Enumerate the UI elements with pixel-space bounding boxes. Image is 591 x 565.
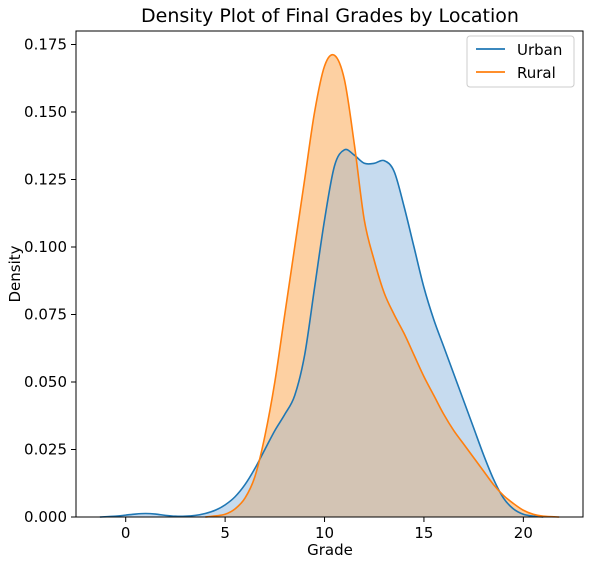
y-tick-label: 0.075 bbox=[24, 306, 67, 324]
legend-urban-label: Urban bbox=[517, 41, 562, 59]
x-tick-label: 5 bbox=[220, 524, 230, 542]
y-tick-label: 0.050 bbox=[24, 373, 67, 391]
y-tick-label: 0.150 bbox=[24, 103, 67, 121]
x-tick-label: 10 bbox=[315, 524, 334, 542]
series-overlap-fill bbox=[205, 149, 544, 517]
y-axis-ticks: 0.000 0.025 0.050 0.075 0.100 0.125 0.150 0.175 bbox=[24, 36, 76, 526]
y-tick-label: 0.100 bbox=[24, 238, 67, 256]
x-axis-ticks: 0 5 10 15 20 bbox=[121, 517, 533, 542]
x-tick-label: 0 bbox=[121, 524, 131, 542]
legend-rural-label: Rural bbox=[517, 64, 556, 82]
y-axis-label: Density bbox=[6, 245, 24, 302]
plot-frame bbox=[75, 30, 584, 518]
series-rural-line bbox=[205, 53, 560, 518]
x-axis-label: Grade bbox=[307, 541, 353, 559]
y-tick-label: 0.125 bbox=[24, 171, 67, 189]
y-tick-label: 0.175 bbox=[24, 36, 67, 54]
chart-title: Density Plot of Final Grades by Location bbox=[141, 5, 519, 27]
series-urban-line bbox=[99, 148, 544, 518]
x-tick-label: 15 bbox=[414, 524, 433, 542]
y-tick-label: 0.025 bbox=[24, 441, 67, 459]
legend: Urban Rural bbox=[466, 35, 575, 88]
plot-area bbox=[99, 53, 560, 518]
y-tick-label: 0.000 bbox=[24, 508, 67, 526]
x-tick-label: 20 bbox=[514, 524, 533, 542]
